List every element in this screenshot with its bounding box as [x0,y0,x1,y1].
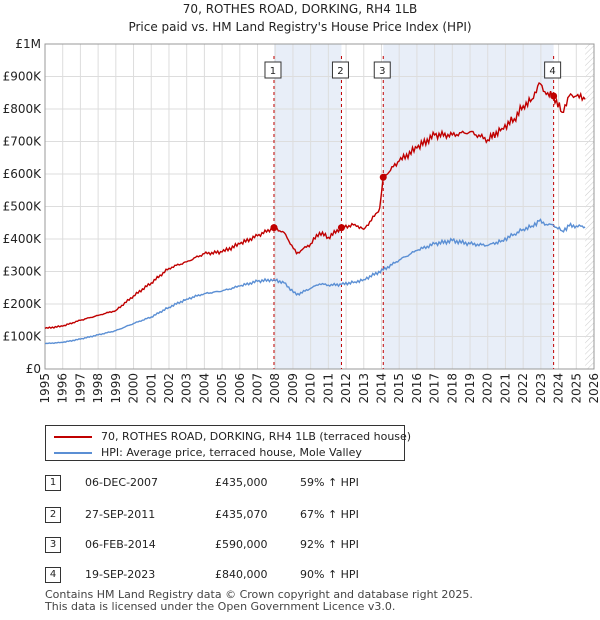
sale-dot [270,224,278,232]
sale-price: £435,000 [215,476,268,489]
x-tick-label: 1997 [73,373,87,404]
x-tick-label: 2026 [587,373,600,404]
x-axis: 1995 1996 1997 1998 1999 2000 2001 2002 2003 2004… [38,373,600,404]
table-row: 4 19-SEP-2023 £840,000 90% ↑ HPI [45,567,425,583]
y-tick-label: £100K [3,330,43,344]
y-tick-label: £900K [3,70,43,84]
y-tick-label: £1M [15,37,41,51]
sale-dots [270,92,558,232]
x-tick-label: 2017 [428,373,442,404]
sale-badge-box [264,61,282,79]
sale-badge: 1 [45,475,61,491]
sale-dot [550,92,558,100]
sale-badge: 4 [45,567,61,583]
legend-swatch-property [54,436,92,438]
y-tick-label: £800K [3,102,43,116]
x-tick-label: 1996 [56,373,70,404]
sale-markers-lines [273,56,555,369]
y-axis: £0 £100K £200K £300K £400K £500K £600K £700K £80… [3,37,43,376]
sale-hpi-change: 59% ↑ HPI [300,476,359,489]
x-tick-label: 2018 [445,373,459,404]
y-tick-label: £300K [3,265,43,279]
x-tick-label: 2013 [357,373,371,404]
sale-dot [337,224,345,232]
sale-badge-label: 1 [270,66,276,77]
y-tick-label: £600K [3,167,43,181]
x-tick-label: 2001 [144,373,158,404]
sale-date: 06-DEC-2007 [85,476,159,489]
x-tick-label: 2020 [481,373,495,404]
sale-date: 19-SEP-2023 [85,568,156,581]
chart-title: 70, ROTHES ROAD, DORKING, RH4 1LB [183,2,417,16]
sale-badge-label: 4 [549,66,555,77]
y-tick-label: £0 [26,362,41,376]
table-row: 3 06-FEB-2014 £590,000 92% ↑ HPI [45,537,425,553]
sale-badges: 1 2 3 4 [264,61,562,79]
sale-price: £840,000 [215,568,268,581]
x-tick-label: 2010 [304,373,318,404]
x-tick-label: 2011 [321,373,335,404]
sale-badge: 2 [45,507,61,523]
sale-price: £590,000 [215,538,268,551]
footer-licence: This data is licensed under the Open Gov… [45,600,396,613]
sale-price: £435,070 [215,508,268,521]
y-tick-label: £400K [3,232,43,246]
sale-dot [379,173,387,181]
x-tick-label: 1995 [38,373,52,404]
x-tick-label: 2023 [534,373,548,404]
y-tick-label: £200K [3,297,43,311]
footer-copyright: Contains HM Land Registry data © Crown c… [45,588,473,601]
sale-badge-box [373,61,391,79]
legend-swatch-hpi [54,452,92,454]
x-tick-label: 2005 [215,373,229,404]
x-tick-label: 2014 [374,373,388,404]
sale-date: 27-SEP-2011 [85,508,156,521]
x-tick-label: 2016 [410,373,424,404]
x-tick-label: 1998 [91,373,105,404]
sale-hpi-change: 92% ↑ HPI [300,538,359,551]
x-tick-label: 2002 [162,373,176,404]
table-row: 2 27-SEP-2011 £435,070 67% ↑ HPI [45,507,425,523]
series [44,81,586,345]
sale-badge: 3 [45,537,61,553]
x-tick-label: 2000 [127,373,141,404]
table-row: 1 06-DEC-2007 £435,000 59% ↑ HPI [45,475,425,491]
sale-badge-label: 3 [379,66,385,77]
grid [44,43,595,370]
x-tick-label: 2012 [339,373,353,404]
sale-badge-label: 2 [337,66,343,77]
price-chart: 70, ROTHES ROAD, DORKING, RH4 1LB Price … [3,2,600,404]
series-line-hpi [44,218,586,345]
x-tick-label: 2006 [233,373,247,404]
x-tick-label: 2009 [286,373,300,404]
sale-badge-box [331,61,349,79]
footer: Contains HM Land Registry data © Crown c… [45,589,473,613]
x-tick-label: 2025 [569,373,583,404]
plot-frame [44,43,595,370]
sale-badge-box [544,61,562,79]
x-tick-label: 2004 [197,373,211,404]
x-tick-label: 2021 [498,373,512,404]
x-tick-label: 2003 [180,373,194,404]
legend-label-hpi: HPI: Average price, terraced house, Mole… [101,446,362,459]
x-tick-label: 2015 [392,373,406,404]
y-tick-label: £700K [3,135,43,149]
x-tick-label: 2022 [516,373,530,404]
series-line-property [44,81,586,330]
x-tick-label: 2007 [251,373,265,404]
x-tick-label: 2019 [463,373,477,404]
chart-subtitle: Price paid vs. HM Land Registry's House … [128,20,471,34]
sale-hpi-change: 67% ↑ HPI [300,508,359,521]
y-tick-label: £500K [3,200,43,214]
legend-label-property: 70, ROTHES ROAD, DORKING, RH4 1LB (terra… [101,430,412,443]
legend: 70, ROTHES ROAD, DORKING, RH4 1LB (terra… [45,425,411,461]
x-tick-label: 2024 [552,373,566,404]
sale-hpi-change: 90% ↑ HPI [300,568,359,581]
sale-date: 06-FEB-2014 [85,538,156,551]
x-tick-label: 1999 [109,373,123,404]
x-tick-label: 2008 [268,373,282,404]
